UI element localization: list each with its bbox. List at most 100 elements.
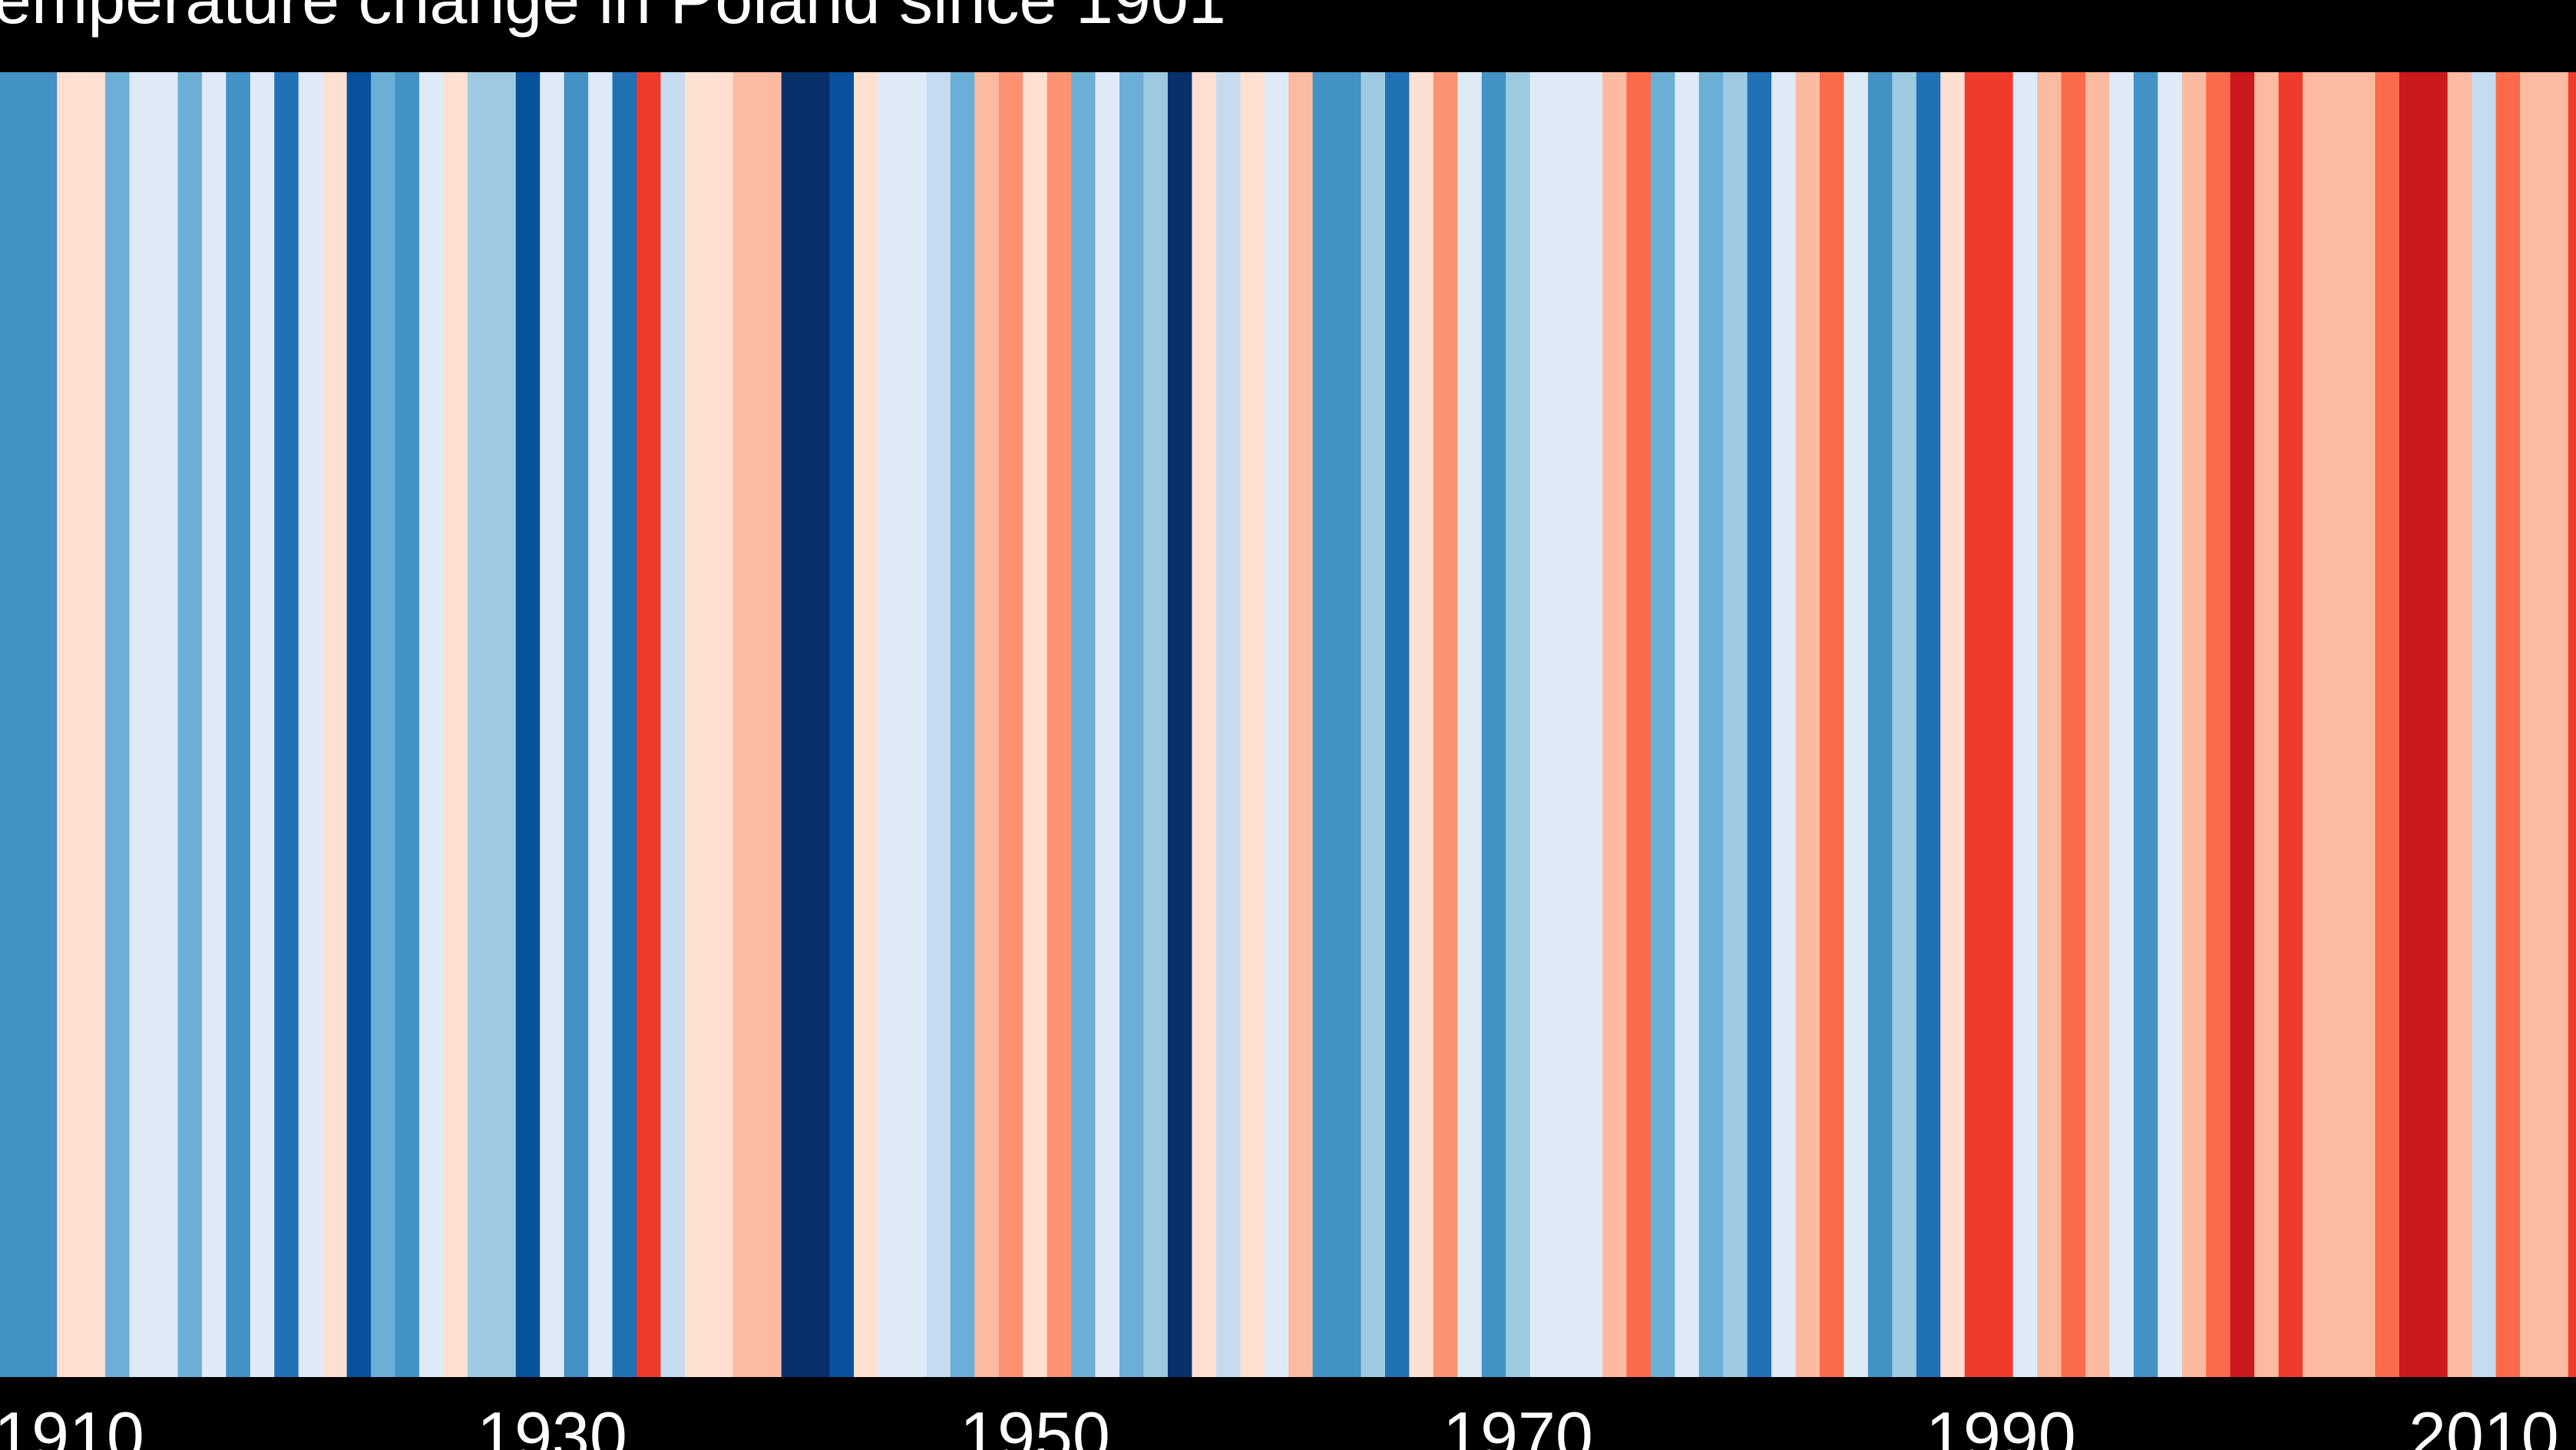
stripe	[1264, 72, 1289, 1377]
stripe	[1095, 72, 1120, 1377]
stripe	[829, 72, 855, 1377]
x-tick-label: 1930	[477, 1398, 627, 1450]
stripe	[467, 72, 492, 1377]
stripe	[1433, 72, 1458, 1377]
stripe	[1844, 72, 1869, 1377]
stripe	[2302, 72, 2328, 1377]
stripe	[201, 72, 227, 1377]
x-tick-label: 1950	[960, 1398, 1110, 1450]
stripe	[998, 72, 1023, 1377]
stripe	[177, 72, 203, 1377]
stripe	[395, 72, 420, 1377]
stripe	[2568, 72, 2576, 1377]
stripe	[1626, 72, 1652, 1377]
stripe	[854, 72, 879, 1377]
stripe	[2254, 72, 2280, 1377]
stripe	[781, 72, 806, 1377]
stripe	[8, 72, 34, 1377]
stripe	[1047, 72, 1072, 1377]
stripe	[418, 72, 445, 1377]
stripe	[1167, 72, 1192, 1377]
stripe	[2158, 72, 2183, 1377]
stripe	[2012, 72, 2038, 1377]
stripe	[1989, 72, 2014, 1377]
stripe	[1457, 72, 1483, 1377]
stripe	[1192, 72, 1217, 1377]
stripe	[1119, 72, 1145, 1377]
stripe	[2375, 72, 2400, 1377]
stripe	[2181, 72, 2207, 1377]
stripe	[1337, 72, 1362, 1377]
stripe	[974, 72, 1000, 1377]
stripe	[2230, 72, 2255, 1377]
stripe	[564, 72, 589, 1377]
x-tick-label: 1990	[1926, 1398, 2076, 1450]
stripe	[2495, 72, 2521, 1377]
stripe	[1143, 72, 1169, 1377]
stripe	[250, 72, 275, 1377]
stripe	[2423, 72, 2449, 1377]
stripe	[491, 72, 517, 1377]
stripe	[1867, 72, 1893, 1377]
chart-title: Temperature change in Poland since 1901	[0, 0, 1226, 38]
stripe	[1940, 72, 1966, 1377]
stripe	[1240, 72, 1265, 1377]
stripe	[732, 72, 758, 1377]
stripe	[1481, 72, 1506, 1377]
stripe	[443, 72, 468, 1377]
stripe	[1384, 72, 1410, 1377]
stripe	[709, 72, 734, 1377]
stripe	[901, 72, 927, 1377]
stripe	[1795, 72, 1820, 1377]
stripe	[2350, 72, 2376, 1377]
stripe	[1215, 72, 1241, 1377]
stripe	[371, 72, 396, 1377]
stripe	[32, 72, 58, 1377]
stripe	[540, 72, 565, 1377]
stripe	[2206, 72, 2231, 1377]
stripe	[1964, 72, 1989, 1377]
stripe	[1288, 72, 1314, 1377]
stripe	[2278, 72, 2303, 1377]
stripe	[1771, 72, 1797, 1377]
x-tick-label: 1910	[0, 1398, 144, 1450]
stripe	[878, 72, 903, 1377]
stripe	[757, 72, 782, 1377]
stripe	[950, 72, 975, 1377]
stripe	[1578, 72, 1603, 1377]
stripe	[2472, 72, 2497, 1377]
stripe	[1747, 72, 1772, 1377]
stripe	[226, 72, 251, 1377]
stripe	[637, 72, 662, 1377]
stripe	[2326, 72, 2352, 1377]
stripe	[515, 72, 541, 1377]
stripe	[1892, 72, 1917, 1377]
stripe	[1820, 72, 1845, 1377]
x-tick-label: 2010	[2409, 1398, 2559, 1450]
stripe	[298, 72, 323, 1377]
stripe	[660, 72, 686, 1377]
stripe	[1361, 72, 1386, 1377]
stripe	[2061, 72, 2086, 1377]
stripe	[2399, 72, 2424, 1377]
stripe	[57, 72, 82, 1377]
stripe	[1675, 72, 1700, 1377]
stripe	[1916, 72, 1941, 1377]
stripe	[105, 72, 131, 1377]
stripe	[588, 72, 613, 1377]
stripe	[1023, 72, 1048, 1377]
stripe	[2447, 72, 2472, 1377]
stripe	[1698, 72, 1724, 1377]
stripe	[1723, 72, 1748, 1377]
stripe	[1554, 72, 1579, 1377]
stripe	[2133, 72, 2158, 1377]
stripe	[1071, 72, 1096, 1377]
stripe	[2544, 72, 2569, 1377]
stripe	[346, 72, 372, 1377]
stripe	[274, 72, 299, 1377]
stripe	[1602, 72, 1628, 1377]
stripe	[805, 72, 831, 1377]
stripe	[154, 72, 179, 1377]
stripe	[1650, 72, 1675, 1377]
